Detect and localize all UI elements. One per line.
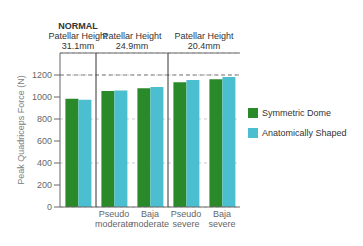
svg-text:Patellar Height: Patellar Height bbox=[48, 31, 108, 41]
html-text:Anatomically Shaped: Anatomically Shaped bbox=[262, 128, 347, 138]
svg-text:1200: 1200 bbox=[32, 70, 52, 80]
svg-text:Patellar Height: Patellar Height bbox=[174, 31, 234, 41]
svg-text:Peak Quadriceps Force (N): Peak Quadriceps Force (N) bbox=[16, 75, 26, 185]
svg-text:Baja: Baja bbox=[141, 209, 159, 219]
svg-text:24.9mm: 24.9mm bbox=[116, 41, 149, 51]
svg-text:severe: severe bbox=[208, 219, 235, 229]
svg-text:20.4mm: 20.4mm bbox=[188, 41, 221, 51]
svg-text:200: 200 bbox=[37, 180, 52, 190]
svg-text:Baja: Baja bbox=[213, 209, 231, 219]
svg-text:0: 0 bbox=[47, 202, 52, 212]
svg-text:31.1mm: 31.1mm bbox=[62, 41, 95, 51]
svg-text:800: 800 bbox=[37, 114, 52, 124]
svg-text:NORMAL: NORMAL bbox=[58, 21, 98, 31]
svg-text:Patellar Height: Patellar Height bbox=[102, 31, 162, 41]
svg-text:Pseudo: Pseudo bbox=[171, 209, 202, 219]
svg-text:moderate: moderate bbox=[95, 219, 133, 229]
html-text:Symmetric Dome: Symmetric Dome bbox=[262, 108, 331, 118]
svg-text:severe: severe bbox=[172, 219, 199, 229]
svg-text:moderate: moderate bbox=[131, 219, 169, 229]
svg-text:600: 600 bbox=[37, 136, 52, 146]
svg-text:Pseudo: Pseudo bbox=[99, 209, 130, 219]
svg-text:400: 400 bbox=[37, 158, 52, 168]
svg-text:1000: 1000 bbox=[32, 92, 52, 102]
